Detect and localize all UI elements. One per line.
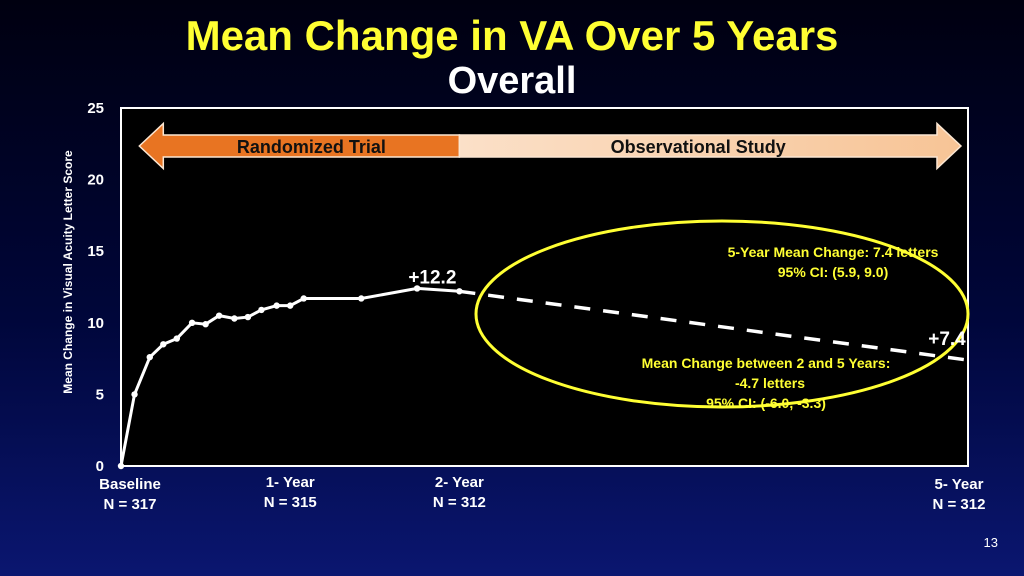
data-point — [244, 313, 252, 321]
y-tick-label: 15 — [87, 243, 104, 260]
five-year-ci-label: 95% CI: (5.9, 9.0) — [778, 264, 889, 280]
slide-title: Mean Change in VA Over 5 Years — [185, 12, 839, 59]
x-tick-count: N = 312 — [932, 496, 985, 513]
data-point — [131, 391, 138, 398]
data-point — [231, 315, 238, 322]
y-tick-label: 20 — [87, 172, 104, 189]
data-point — [202, 321, 209, 328]
y-tick-label: 0 — [96, 458, 104, 475]
x-tick-count: N = 317 — [104, 496, 157, 513]
highlight-ellipse — [474, 219, 970, 409]
point-value-label: +7.4 — [928, 329, 966, 350]
page-number: 13 — [983, 535, 998, 550]
data-point — [456, 288, 463, 295]
data-point — [160, 341, 167, 348]
data-point — [215, 312, 223, 319]
y-tick-label: 25 — [87, 100, 104, 117]
data-point — [146, 353, 153, 361]
data-point — [300, 295, 307, 302]
between-ci-label: 95% CI: (-6.0, -3.3) — [706, 395, 826, 411]
x-tick-label: 2- Year — [435, 474, 484, 491]
data-point — [273, 302, 280, 309]
data-point — [413, 285, 421, 292]
y-axis-label: Mean Change in Visual Acuity Letter Scor… — [61, 150, 75, 394]
data-point — [258, 306, 265, 314]
plot-area — [120, 107, 969, 467]
x-tick-count: N = 315 — [264, 494, 317, 511]
y-tick-label: 5 — [96, 386, 104, 403]
y-tick-label: 10 — [87, 315, 104, 332]
slide-subtitle: Overall — [447, 60, 577, 102]
between-change-label: Mean Change between 2 and 5 Years: — [642, 355, 891, 371]
x-tick-count: N = 312 — [433, 494, 486, 511]
five-year-change-label: 5-Year Mean Change: 7.4 letters — [728, 244, 939, 260]
observational-study-band — [458, 121, 963, 171]
randomized-trial-label: Randomized Trial — [237, 137, 386, 157]
x-tick-label: Baseline — [99, 476, 161, 493]
point-value-label: +12.2 — [408, 267, 456, 288]
x-tick-label: 1- Year — [266, 474, 315, 491]
data-point — [358, 295, 365, 302]
data-point — [188, 319, 196, 326]
between-letters-label: -4.7 letters — [735, 375, 805, 391]
observational-study-label: Observational Study — [611, 137, 786, 157]
data-point — [286, 302, 294, 309]
data-point — [173, 335, 181, 342]
data-point — [117, 462, 125, 470]
x-tick-label: 5- Year — [935, 476, 984, 493]
